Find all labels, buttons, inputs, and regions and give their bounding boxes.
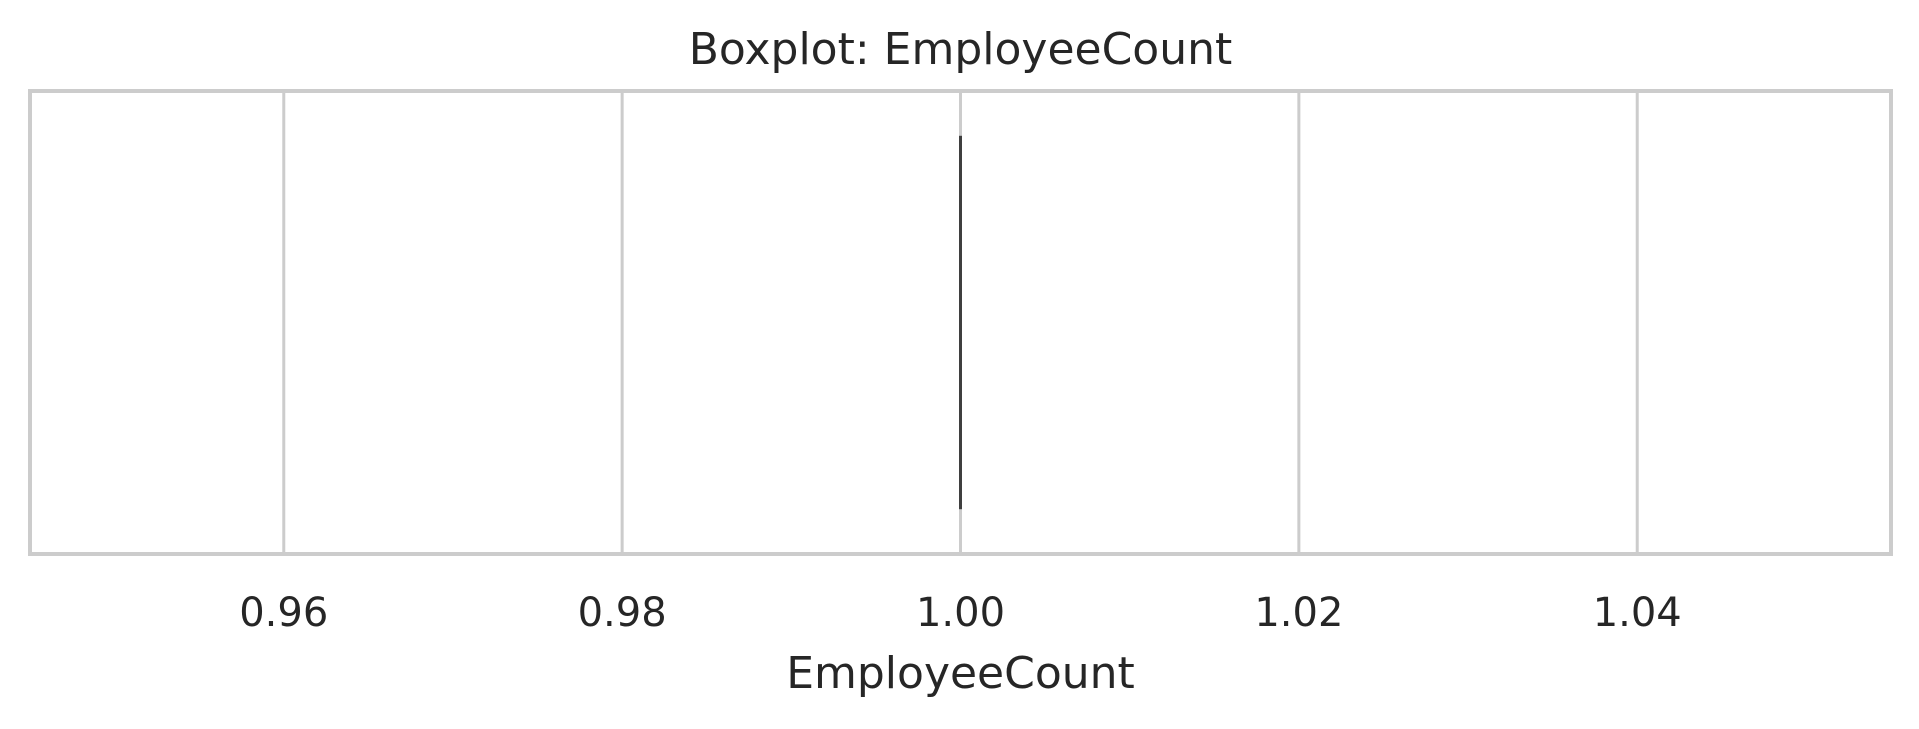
- x-tick-label: 1.04: [1593, 590, 1682, 636]
- x-tick-label: 0.96: [239, 590, 328, 636]
- tick-label-layer: 0.96 0.98 1.00 1.02 1.04: [239, 590, 1682, 636]
- chart-title: Boxplot: EmployeeCount: [689, 24, 1233, 75]
- x-tick-label: 0.98: [578, 590, 667, 636]
- x-axis-label: EmployeeCount: [786, 648, 1135, 699]
- plot-frame: [28, 89, 1893, 556]
- x-tick-label: 1.02: [1254, 590, 1343, 636]
- x-tick-label: 1.00: [916, 590, 1005, 636]
